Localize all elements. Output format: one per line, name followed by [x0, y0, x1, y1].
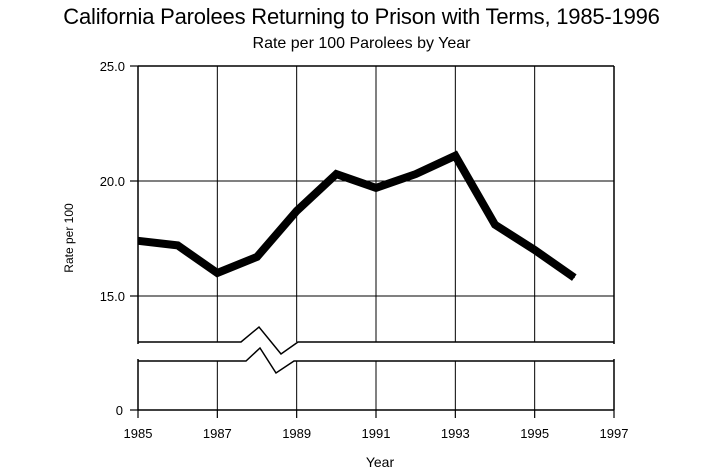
- x-tick-label: 1985: [124, 426, 153, 441]
- data-point: [216, 272, 218, 274]
- axis-break: [132, 325, 620, 375]
- data-point: [454, 155, 456, 157]
- x-tick-label: 1993: [441, 426, 470, 441]
- chart-title: California Parolees Returning to Prison …: [63, 4, 660, 29]
- data-point: [256, 256, 258, 258]
- data-point: [375, 187, 377, 189]
- x-axis-ticks: 1985 1987 1989 1991 1993 1995 1997: [124, 410, 629, 441]
- x-tick-label: 1987: [203, 426, 232, 441]
- series-layer: [137, 150, 577, 281]
- x-tick-label: 1995: [520, 426, 549, 441]
- x-tick-label: 1991: [362, 426, 391, 441]
- series-line: [137, 150, 577, 281]
- x-axis-label: Year: [366, 454, 395, 470]
- chart-subtitle: Rate per 100 Parolees by Year: [252, 35, 471, 52]
- data-point: [296, 210, 298, 212]
- data-point: [415, 173, 417, 175]
- x-tick-label: 1997: [600, 426, 629, 441]
- y-tick-label: 15.0: [100, 289, 125, 304]
- x-tick-label: 1989: [282, 426, 311, 441]
- data-point: [573, 277, 575, 279]
- data-point: [177, 244, 179, 246]
- y-tick-label: 25.0: [100, 59, 125, 74]
- y-axis-label: Rate per 100: [62, 203, 76, 273]
- y-tick-label: 20.0: [100, 174, 125, 189]
- data-point: [494, 224, 496, 226]
- data-point: [137, 240, 139, 242]
- data-point: [335, 173, 337, 175]
- y-tick-label-zero: 0: [116, 403, 123, 418]
- data-point: [534, 249, 536, 251]
- y-axis-ticks: 25.0 20.0 15.0: [100, 59, 138, 411]
